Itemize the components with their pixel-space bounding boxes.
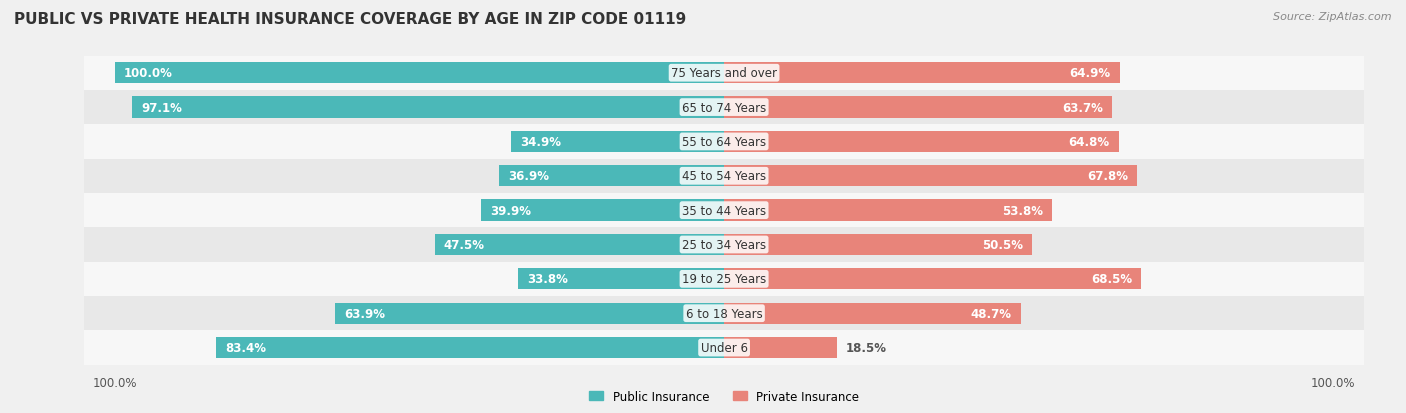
Bar [84, 194, 1364, 228]
Text: 33.8%: 33.8% [527, 273, 568, 286]
Text: 68.5%: 68.5% [1091, 273, 1132, 286]
Bar [84, 57, 1364, 91]
Bar [115, 63, 724, 84]
Text: 39.9%: 39.9% [491, 204, 531, 217]
Text: 48.7%: 48.7% [970, 307, 1012, 320]
Text: 50.5%: 50.5% [981, 238, 1022, 252]
Text: 64.8%: 64.8% [1069, 135, 1109, 149]
Bar [84, 262, 1364, 296]
Text: 53.8%: 53.8% [1001, 204, 1043, 217]
Text: 97.1%: 97.1% [142, 101, 183, 114]
Text: Source: ZipAtlas.com: Source: ZipAtlas.com [1274, 12, 1392, 22]
Text: PUBLIC VS PRIVATE HEALTH INSURANCE COVERAGE BY AGE IN ZIP CODE 01119: PUBLIC VS PRIVATE HEALTH INSURANCE COVER… [14, 12, 686, 27]
Bar [84, 296, 1364, 330]
Text: 45 to 54 Years: 45 to 54 Years [682, 170, 766, 183]
Bar [217, 337, 724, 358]
Text: 18.5%: 18.5% [846, 341, 887, 354]
Text: 64.9%: 64.9% [1069, 67, 1111, 80]
Text: 55 to 64 Years: 55 to 64 Years [682, 135, 766, 149]
Text: 47.5%: 47.5% [444, 238, 485, 252]
Text: 63.9%: 63.9% [344, 307, 385, 320]
Bar [724, 337, 837, 358]
Text: 25 to 34 Years: 25 to 34 Years [682, 238, 766, 252]
Text: 100.0%: 100.0% [124, 67, 173, 80]
Text: 63.7%: 63.7% [1062, 101, 1104, 114]
Text: 65 to 74 Years: 65 to 74 Years [682, 101, 766, 114]
Legend: Public Insurance, Private Insurance: Public Insurance, Private Insurance [585, 385, 863, 408]
Text: 36.9%: 36.9% [509, 170, 550, 183]
Bar [84, 125, 1364, 159]
Bar [724, 303, 1021, 324]
Bar [512, 131, 724, 153]
Text: 19 to 25 Years: 19 to 25 Years [682, 273, 766, 286]
Bar [724, 131, 1119, 153]
Text: Under 6: Under 6 [700, 341, 748, 354]
Bar [132, 97, 724, 119]
Bar [481, 200, 724, 221]
Bar [434, 234, 724, 256]
Bar [724, 63, 1119, 84]
Bar [499, 166, 724, 187]
Bar [724, 234, 1032, 256]
Bar [724, 268, 1142, 290]
Bar [519, 268, 724, 290]
Bar [335, 303, 724, 324]
Bar [724, 166, 1137, 187]
Text: 34.9%: 34.9% [520, 135, 561, 149]
Bar [724, 97, 1112, 119]
Bar [84, 330, 1364, 365]
Text: 35 to 44 Years: 35 to 44 Years [682, 204, 766, 217]
Bar [84, 159, 1364, 194]
Text: 75 Years and over: 75 Years and over [671, 67, 778, 80]
Text: 67.8%: 67.8% [1087, 170, 1128, 183]
Text: 6 to 18 Years: 6 to 18 Years [686, 307, 762, 320]
Text: 83.4%: 83.4% [225, 341, 266, 354]
Bar [84, 228, 1364, 262]
Bar [724, 200, 1052, 221]
Bar [84, 91, 1364, 125]
